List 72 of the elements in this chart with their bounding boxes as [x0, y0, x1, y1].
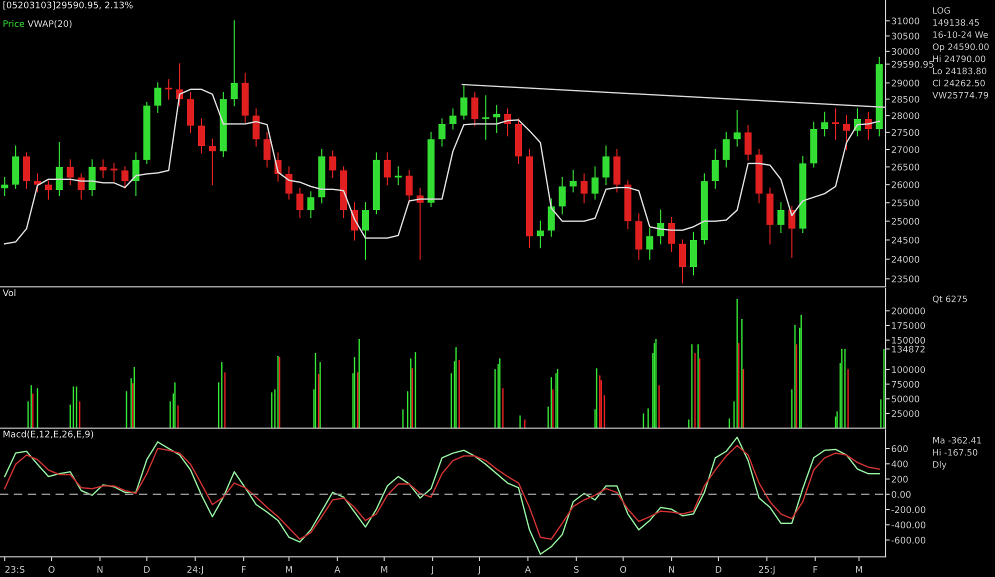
y-tick-label: 23500	[892, 276, 920, 282]
y-tick-label: -600.00	[892, 536, 926, 544]
x-tick-label: D	[144, 566, 150, 573]
x-tick-label: 24:J	[187, 566, 203, 574]
y-tick-label: 200	[892, 476, 908, 483]
chart-title: [05203103]29590.95, 2.13%	[3, 1, 133, 10]
x-tick-label: A	[334, 566, 340, 573]
y-tick-label: -400.00	[892, 522, 926, 528]
y-tick-label: 30500	[892, 32, 920, 40]
x-tick-label: F	[814, 566, 818, 573]
y-tick-label: 150000	[892, 336, 925, 344]
text: Hi -167.50	[933, 448, 978, 456]
y-tick-label: 25500	[892, 199, 920, 206]
y-tick-label: 25000	[892, 410, 920, 418]
chart-title: Macd(E,12,E,26,E,9)	[4, 430, 94, 439]
y-tick-label: 75000	[892, 380, 920, 388]
y-tick-label: 600	[892, 445, 908, 452]
y-tick-label: 30000	[892, 48, 920, 55]
y-tick-label: 200000	[892, 308, 925, 314]
x-tick-label: 25:J	[758, 566, 775, 574]
text: Op 24590.00	[932, 43, 989, 52]
text: 149138.45	[933, 19, 979, 26]
candlestick	[110, 162, 118, 182]
x-tick-label: J	[430, 566, 434, 574]
chart-title: Vol	[2, 289, 16, 296]
y-tick-label: 134872	[892, 346, 925, 353]
text: 16-10-24 We	[933, 31, 988, 38]
y-tick-label: 400	[892, 460, 908, 468]
text: LOG	[933, 7, 950, 14]
x-tick-label: J	[478, 566, 480, 574]
text: Hi 24790.00	[933, 55, 986, 62]
x-tick-label: O	[48, 566, 55, 573]
text: Cl 24262.50	[932, 80, 985, 86]
x-tick-label: O	[620, 566, 626, 573]
y-tick-label: 31000	[892, 18, 920, 24]
y-tick-label: 26500	[892, 164, 920, 170]
y-tick-label: 24500	[892, 236, 920, 244]
line-series	[4, 444, 880, 540]
x-tick-label: M	[381, 566, 388, 573]
text: Dly	[933, 461, 946, 470]
x-tick-label: D	[716, 566, 722, 573]
text: VWAP(20)	[28, 20, 72, 28]
y-tick-label: 28500	[892, 96, 920, 103]
text: VW25774.79	[932, 92, 988, 99]
line-series	[4, 436, 880, 555]
x-tick-label: M	[856, 566, 862, 573]
x-tick-label: N	[97, 566, 102, 573]
line-series	[4, 88, 880, 244]
y-tick-label: 175000	[892, 322, 925, 330]
text: Lo 24183.80	[933, 68, 986, 74]
y-tick-label: 29590.95	[892, 60, 934, 68]
x-tick-label: 23:S	[5, 566, 24, 573]
candlestick	[394, 166, 402, 186]
text: Qt 6275	[932, 296, 967, 304]
y-tick-label: 27000	[892, 146, 920, 154]
text: Ma -362.41	[933, 436, 981, 444]
y-tick-label: 24000	[892, 256, 920, 263]
text: Price	[4, 20, 24, 28]
y-tick-label: 29000	[892, 80, 920, 86]
y-tick-label: 27500	[892, 129, 920, 136]
y-tick-label: 26000	[892, 181, 920, 188]
y-tick-label: 50000	[892, 396, 920, 402]
x-tick-label: N	[669, 566, 674, 573]
y-tick-label: 0.00	[892, 491, 911, 498]
x-tick-label: F	[242, 566, 246, 573]
y-tick-label: 28000	[892, 112, 920, 120]
y-tick-label: -200.00	[892, 506, 926, 514]
x-tick-label: M	[286, 566, 292, 573]
x-tick-label: A	[524, 566, 531, 573]
y-tick-label: 100000	[892, 366, 925, 374]
y-tick-label: 25000	[892, 218, 920, 225]
x-tick-label: S	[574, 566, 579, 573]
